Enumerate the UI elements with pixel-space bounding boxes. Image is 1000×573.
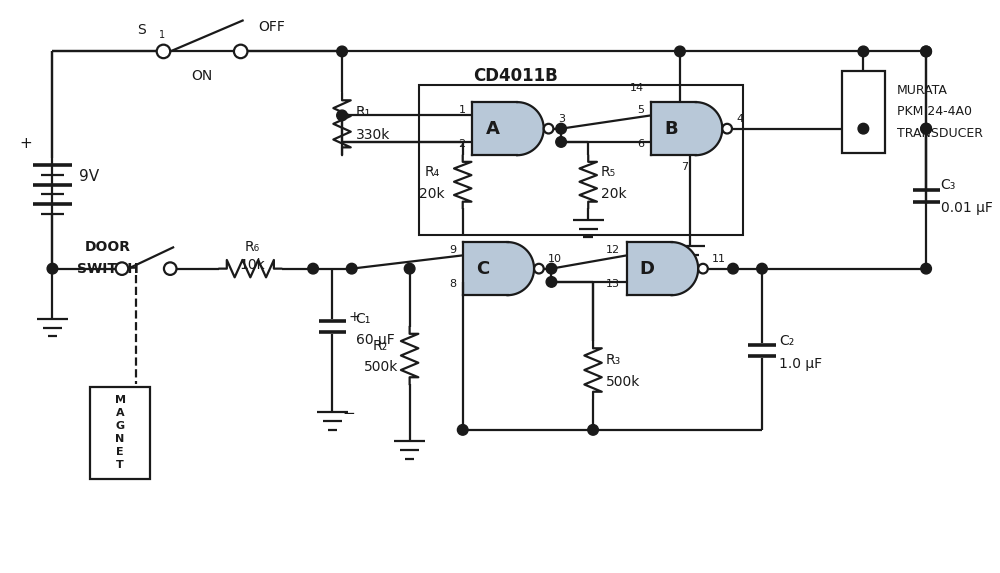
Text: 3: 3 (558, 114, 565, 124)
Text: R₄: R₄ (424, 165, 439, 179)
Text: M: M (115, 395, 126, 405)
Circle shape (757, 264, 767, 274)
Text: 12: 12 (606, 245, 620, 254)
Text: 0.01 μF: 0.01 μF (941, 201, 992, 215)
Text: 60 μF: 60 μF (356, 333, 394, 347)
Text: 330k: 330k (356, 128, 390, 143)
Polygon shape (472, 102, 544, 155)
Text: T: T (116, 460, 124, 470)
Circle shape (337, 46, 347, 57)
Bar (419, 85, 743, 235)
Text: B: B (664, 120, 678, 138)
Circle shape (546, 277, 557, 287)
Circle shape (588, 425, 598, 435)
Text: PKM 24-4A0: PKM 24-4A0 (897, 105, 972, 118)
Text: D: D (640, 260, 655, 278)
Circle shape (921, 46, 931, 57)
Text: CD4011B: CD4011B (473, 66, 558, 85)
Text: S: S (137, 23, 146, 37)
Circle shape (858, 46, 869, 57)
Text: −: − (342, 406, 355, 421)
Circle shape (234, 45, 247, 58)
Text: C₃: C₃ (941, 178, 956, 191)
Text: 10k: 10k (239, 258, 265, 272)
Text: 5: 5 (637, 105, 644, 115)
Text: C₁: C₁ (356, 312, 371, 326)
Circle shape (921, 123, 931, 134)
Text: R₂: R₂ (373, 339, 388, 353)
Text: MURATA: MURATA (897, 84, 948, 97)
Text: C: C (476, 260, 490, 278)
Circle shape (722, 124, 732, 134)
Text: DOOR: DOOR (84, 241, 130, 254)
Circle shape (164, 262, 176, 275)
Text: 9: 9 (449, 245, 456, 254)
Circle shape (728, 264, 738, 274)
Text: R₁: R₁ (356, 105, 371, 119)
Circle shape (47, 264, 58, 274)
Circle shape (675, 46, 685, 57)
Text: OFF: OFF (258, 20, 285, 34)
Circle shape (346, 264, 357, 274)
Text: 10: 10 (548, 254, 562, 264)
Circle shape (858, 123, 869, 134)
Text: 4: 4 (737, 114, 744, 124)
Text: 1.0 μF: 1.0 μF (779, 357, 823, 371)
Circle shape (457, 425, 468, 435)
Text: R₃: R₃ (606, 354, 621, 367)
Circle shape (556, 136, 566, 147)
Text: 2: 2 (458, 139, 466, 149)
Text: N: N (115, 434, 125, 444)
Text: 1: 1 (459, 105, 466, 115)
Text: 6: 6 (637, 139, 644, 149)
Circle shape (337, 110, 347, 121)
Text: 20k: 20k (601, 187, 626, 201)
Text: 11: 11 (712, 254, 726, 264)
Text: 8: 8 (449, 279, 456, 289)
Circle shape (308, 264, 318, 274)
Text: 20k: 20k (419, 187, 445, 201)
Text: 14: 14 (630, 83, 644, 93)
Text: A: A (116, 408, 124, 418)
Bar (842, 70, 885, 153)
Text: R₆: R₆ (245, 241, 260, 254)
Circle shape (534, 264, 544, 273)
Text: 1: 1 (159, 30, 165, 40)
Polygon shape (627, 242, 698, 295)
Text: TRANSDUCER: TRANSDUCER (897, 127, 983, 139)
Text: E: E (116, 447, 124, 457)
Polygon shape (651, 102, 722, 155)
Circle shape (556, 123, 566, 134)
Text: R₅: R₅ (601, 165, 616, 179)
Polygon shape (463, 242, 534, 295)
Text: SWITCH: SWITCH (77, 262, 138, 276)
Circle shape (157, 45, 170, 58)
Circle shape (404, 264, 415, 274)
Text: A: A (486, 120, 499, 138)
Text: +: + (349, 310, 360, 324)
Text: 500k: 500k (363, 360, 398, 374)
Text: C₂: C₂ (779, 334, 795, 348)
Circle shape (698, 264, 708, 273)
Text: +: + (19, 136, 32, 151)
Text: 500k: 500k (606, 375, 640, 388)
Text: 7: 7 (681, 162, 688, 172)
Text: 9V: 9V (79, 170, 100, 185)
Circle shape (544, 124, 553, 134)
Circle shape (546, 264, 557, 274)
Text: ON: ON (191, 69, 213, 83)
Circle shape (921, 46, 931, 57)
Bar (90, 387, 150, 478)
Text: 13: 13 (606, 279, 620, 289)
Circle shape (921, 123, 931, 134)
Circle shape (921, 264, 931, 274)
Text: G: G (115, 421, 125, 431)
Circle shape (116, 262, 128, 275)
